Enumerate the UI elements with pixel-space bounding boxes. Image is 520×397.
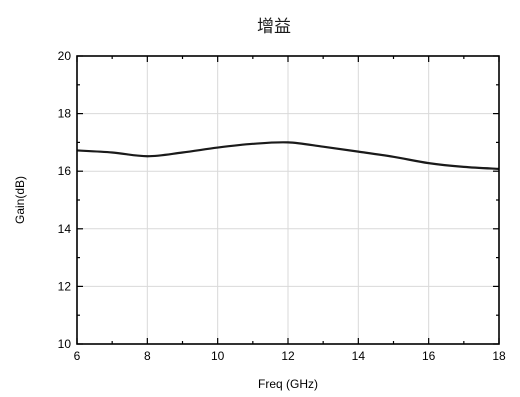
x-tick-label: 10 bbox=[211, 349, 225, 363]
series-layer bbox=[76, 141, 500, 170]
x-tick-label: 6 bbox=[74, 349, 81, 363]
y-tick-label: 18 bbox=[58, 107, 72, 121]
y-tick-label: 10 bbox=[58, 337, 72, 351]
x-tick-label: 16 bbox=[422, 349, 436, 363]
axis-ticks bbox=[76, 55, 500, 345]
x-axis-label: Freq (GHz) bbox=[258, 377, 318, 391]
y-tick-label: 20 bbox=[58, 49, 72, 63]
grid bbox=[76, 55, 500, 345]
x-tick-label: 18 bbox=[492, 349, 506, 363]
x-tick-label: 8 bbox=[144, 349, 151, 363]
y-tick-label: 12 bbox=[58, 279, 72, 293]
x-tick-label: 12 bbox=[281, 349, 295, 363]
y-tick-label: 14 bbox=[58, 222, 72, 236]
gain-series-line bbox=[76, 141, 500, 170]
y-tick-label: 16 bbox=[58, 164, 72, 178]
x-tick-label: 14 bbox=[352, 349, 366, 363]
chart-title: 增益 bbox=[257, 17, 291, 37]
y-axis-label: Gain(dB) bbox=[13, 176, 27, 224]
tick-labels: 6 8 10 12 14 16 18 10 12 14 16 18 20 bbox=[58, 49, 506, 363]
